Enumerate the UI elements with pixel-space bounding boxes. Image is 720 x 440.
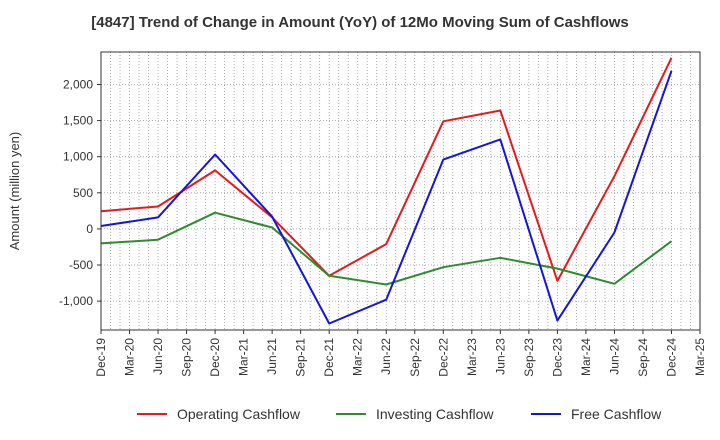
grid [101,52,700,330]
y-tick-label: 500 [73,186,93,200]
x-tick-label: Jun-24 [607,338,621,375]
x-tick-label: Dec-19 [94,338,108,377]
x-tick-label: Jun-22 [379,338,393,375]
y-tick-label: 1,000 [63,150,93,164]
x-tick-label: Jun-20 [151,338,165,375]
series-line-free-cashflow [100,70,673,325]
x-axis-ticks: Dec-19 Mar-20 Jun-20 Sep-20 Dec-20 Mar-21 Jun-… [94,330,707,377]
y-tick-label: -500 [69,258,93,272]
x-tick-label: Sep-23 [522,338,536,377]
x-tick-label: Dec-23 [550,338,564,377]
x-tick-label: Dec-22 [436,338,450,377]
x-tick-label: Mar-24 [579,338,593,376]
x-tick-label: Dec-24 [664,338,678,377]
x-tick-label: Jun-23 [493,338,507,375]
series-line-investing-cashflow [100,211,673,286]
legend-label: Investing Cashflow [376,406,494,422]
plot-frame [100,51,701,331]
x-tick-label: Dec-20 [208,338,222,377]
x-tick-label: Sep-20 [180,338,194,377]
legend: Operating Cashflow Investing Cashflow Free… [137,406,662,422]
x-tick-label: Mar-25 [693,338,707,376]
series-lines [100,57,673,325]
legend-label: Operating Cashflow [177,406,301,422]
x-tick-label: Dec-21 [322,338,336,377]
x-tick-label: Mar-21 [237,338,251,376]
y-tick-label: 1,500 [63,114,93,128]
x-tick-label: Sep-21 [294,338,308,377]
x-tick-label: Sep-22 [408,338,422,377]
y-axis-ticks: -1,000 -500 0 500 1,000 1,500 2,000 [59,77,101,308]
series-line-operating-cashflow [100,57,673,282]
x-tick-label: Jun-21 [265,338,279,375]
y-axis-label: Amount (million yen) [7,132,22,251]
x-tick-label: Sep-24 [636,338,650,377]
x-tick-label: Mar-20 [123,338,137,376]
legend-label: Free Cashflow [571,406,662,422]
y-tick-label: 2,000 [63,77,93,91]
x-tick-label: Mar-23 [465,338,479,376]
x-tick-label: Mar-22 [351,338,365,376]
chart-title: [4847] Trend of Change in Amount (YoY) o… [91,14,629,31]
y-tick-label: -1,000 [59,294,93,308]
y-tick-label: 0 [86,222,93,236]
